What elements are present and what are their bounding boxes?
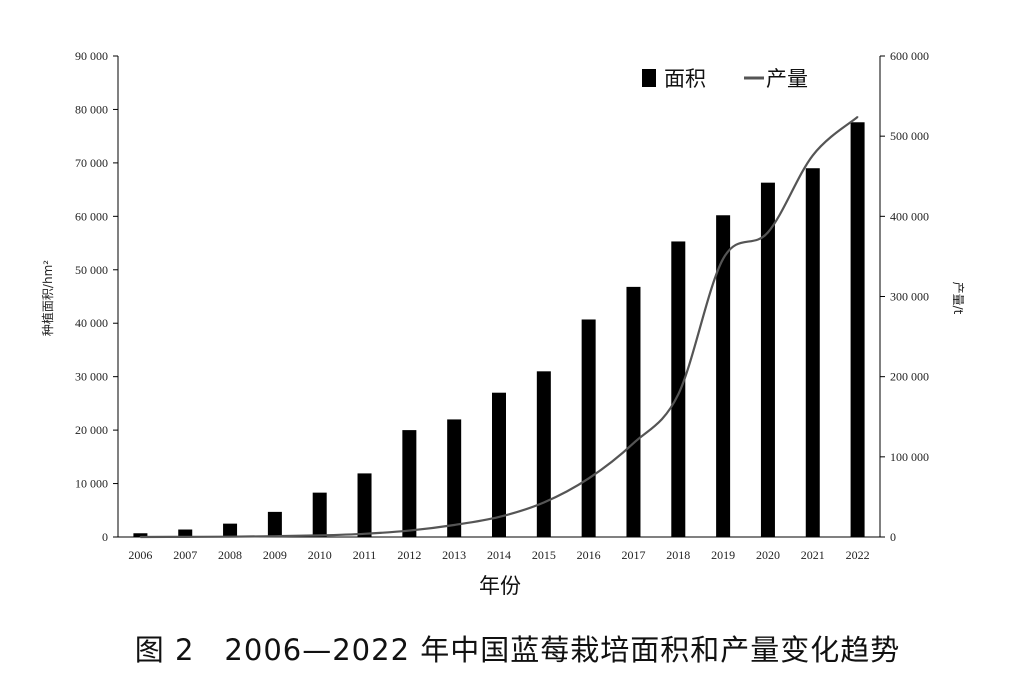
production-line [140,116,859,539]
x-tick-label: 2018 [666,548,690,562]
x-tick-label: 2019 [711,548,735,562]
bar [760,182,775,537]
y-tick-label: 60 000 [75,209,108,223]
legend-bar-label: 面积 [664,67,706,91]
y-tick-label: 80 000 [75,102,108,116]
y-tick-label: 50 000 [75,263,108,277]
line-point [453,524,455,526]
bar [223,523,238,537]
line-point [677,393,680,396]
line-point [811,154,814,157]
x-axis-title: 年份 [479,574,521,598]
line-point [856,116,859,118]
legend-bar-swatch [642,69,656,87]
y2-tick-label: 600 000 [890,49,929,63]
figure-caption: 图 2 2006—2022 年中国蓝莓栽培面积和产量变化趋势 [134,633,901,667]
x-tick-label: 2016 [577,548,601,562]
x-tick-label: 2007 [173,548,197,562]
bar [402,430,417,537]
bar-series [133,122,865,538]
line-point [587,477,590,480]
x-tick-label: 2015 [532,548,556,562]
y2-tick-label: 500 000 [890,129,929,143]
line-point [274,535,276,537]
line-point [229,535,231,538]
line-point [363,532,366,535]
line-point [318,534,321,537]
tick-labels: 0 10 000 20 000 30 000 40 000 50 000 60 000 70 … [75,49,929,562]
y2-tick-label: 0 [890,530,896,544]
x-tick-label: 2010 [308,548,332,562]
chart: 0 10 000 20 000 30 000 40 000 50 000 60 000 70 … [40,49,965,598]
y-axis-title: 种植面积/hm² [40,260,55,336]
y-tick-label: 0 [102,530,108,544]
y2-tick-label: 400 000 [890,209,929,223]
bar [357,473,372,537]
y2-tick-label: 300 000 [890,290,929,304]
x-tick-label: 2021 [801,548,825,562]
bar [671,241,686,538]
x-tick-label: 2020 [756,548,780,562]
bar [626,286,641,537]
y2-axis-title: 产量/t [951,282,965,315]
y-tick-label: 10 000 [75,477,108,491]
x-tick-label: 2014 [487,548,511,562]
x-tick-label: 2009 [263,548,287,562]
legend: 面积 产量 [642,67,808,91]
line-series [139,116,859,539]
bar [312,492,327,537]
bar [267,511,282,537]
x-tick-label: 2022 [846,548,870,562]
bar [581,319,596,537]
x-tick-label: 2013 [442,548,466,562]
bar [133,533,148,537]
x-tick-label: 2012 [397,548,421,562]
bar [536,371,551,537]
y-tick-label: 30 000 [75,370,108,384]
y2-tick-label: 200 000 [890,370,929,384]
bar [447,419,462,537]
line-point [184,536,187,538]
line-point [408,529,411,532]
x-tick-label: 2011 [353,548,377,562]
line-point [498,516,500,518]
x-tick-label: 2008 [218,548,242,562]
bar [492,392,506,537]
line-point [139,536,142,538]
y2-tick-label: 100 000 [890,450,929,464]
bar [716,215,731,537]
line-point [722,258,724,260]
x-tick-label: 2006 [128,548,152,562]
y-tick-label: 40 000 [75,316,108,330]
legend-line-label: 产量 [766,67,808,91]
bar [805,168,820,537]
line-point [543,501,545,504]
bar [178,529,193,537]
x-tick-label: 2017 [621,548,645,562]
y-tick-label: 70 000 [75,156,108,170]
y-tick-label: 90 000 [75,49,108,63]
bar [850,122,865,537]
line-point [767,231,769,234]
line-point [632,442,635,445]
y-tick-label: 20 000 [75,423,108,437]
